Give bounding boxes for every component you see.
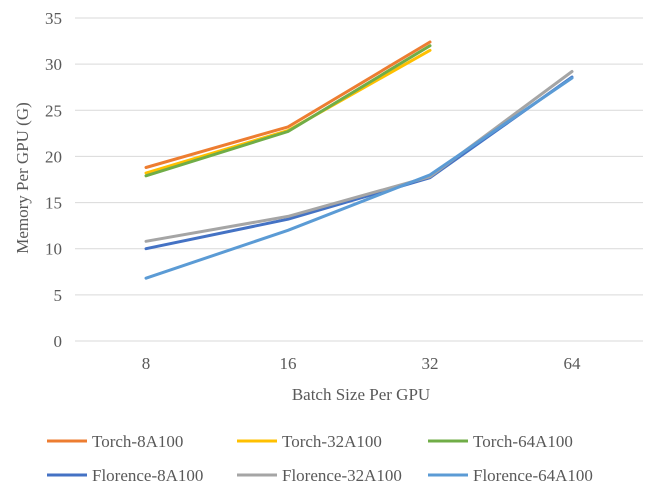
legend-item: Torch-8A100 [47,432,183,451]
legend-label: Torch-32A100 [282,432,382,451]
legend-label: Torch-64A100 [473,432,573,451]
y-tick-label: 0 [54,332,63,351]
legend: Torch-8A100 Torch-32A100 Torch-64A100 Flore… [47,432,593,485]
legend-item: Florence-32A100 [237,466,402,485]
y-tick-label: 20 [45,147,62,166]
y-tick-label: 35 [45,9,62,28]
x-axis-ticks: 8 16 32 64 [142,354,581,373]
x-tick-label: 64 [564,354,582,373]
gridlines [75,17,643,342]
y-axis-label: Memory Per GPU (G) [13,102,32,254]
series-line-florence-8a100 [144,75,574,251]
x-tick-label: 8 [142,354,151,373]
legend-label: Torch-8A100 [92,432,183,451]
y-tick-label: 30 [45,55,62,74]
legend-label: Florence-8A100 [92,466,203,485]
legend-item: Torch-64A100 [428,432,573,451]
legend-item: Torch-32A100 [237,432,382,451]
series-line-florence-32a100 [144,70,574,243]
legend-item: Florence-8A100 [47,466,203,485]
x-tick-label: 32 [422,354,439,373]
legend-label: Florence-32A100 [282,466,402,485]
series-line-torch-8a100 [144,40,432,169]
series-lines [144,40,574,280]
y-tick-label: 15 [45,194,62,213]
series-line-florence-64a100 [144,76,574,280]
y-tick-label: 10 [45,240,62,259]
x-axis-label: Batch Size Per GPU [292,385,430,404]
y-tick-label: 25 [45,101,62,120]
legend-label: Florence-64A100 [473,466,593,485]
legend-item: Florence-64A100 [428,466,593,485]
y-axis-ticks: 0 5 10 15 20 25 30 35 [45,9,62,351]
series-line-torch-64a100 [144,44,432,178]
x-tick-label: 16 [280,354,297,373]
y-tick-label: 5 [54,286,63,305]
